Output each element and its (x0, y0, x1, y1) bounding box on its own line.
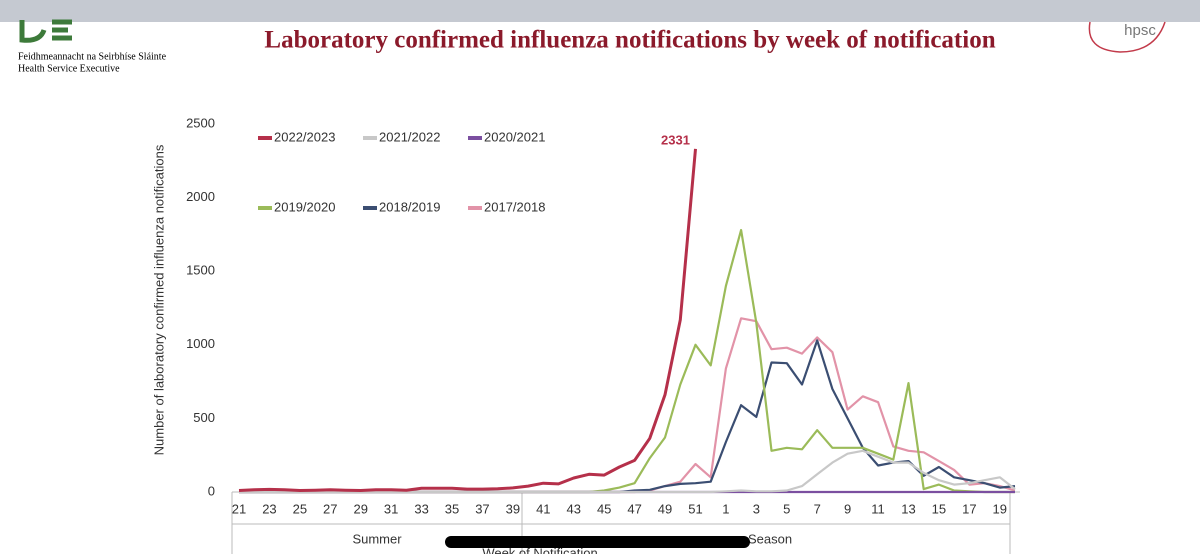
y-tick-label: 2500 (186, 115, 215, 130)
x-tick-label: 29 (353, 501, 367, 516)
x-tick-label: 35 (445, 501, 459, 516)
x-tick-label: 5 (783, 501, 790, 516)
x-tick-label: 47 (627, 501, 641, 516)
x-tick-label: 49 (658, 501, 672, 516)
x-tick-label: 31 (384, 501, 398, 516)
x-tick-label: 51 (688, 501, 702, 516)
legend-label: 2019/2020 (274, 199, 335, 214)
hpsc-text: hpsc (1124, 22, 1156, 39)
series-line (239, 317, 1016, 494)
x-tick-label: 43 (567, 501, 581, 516)
x-group-label: Season (748, 531, 792, 546)
series-line (239, 449, 1016, 494)
org-line: Feidhmeannacht na Seirbhíse Sláinte (18, 51, 167, 62)
series-line (239, 228, 1015, 494)
x-tick-label: 3 (753, 501, 760, 516)
y-tick-label: 1000 (186, 336, 215, 351)
chart-title: Laboratory confirmed influenza notificat… (264, 27, 995, 54)
legend-label: 2018/2019 (379, 199, 440, 214)
x-tick-label: 17 (962, 501, 976, 516)
x-tick-label: 41 (536, 501, 550, 516)
x-tick-label: 27 (323, 501, 337, 516)
x-tick-label: 1 (722, 501, 729, 516)
top-bar (0, 0, 1200, 22)
data-label: 2331 (661, 132, 690, 147)
hse-logo (19, 19, 72, 43)
y-tick-label: 2000 (186, 189, 215, 204)
y-tick-label: 0 (208, 483, 215, 498)
x-tick-label: 25 (293, 501, 307, 516)
hpsc-logo (1088, 21, 1166, 53)
redaction (445, 536, 750, 548)
x-frame (231, 492, 1011, 554)
x-tick-label: 15 (932, 501, 946, 516)
series-line (239, 339, 1016, 494)
legend-label: 2020/2021 (484, 129, 545, 144)
x-tick-label: 19 (993, 501, 1007, 516)
x-tick-label: 39 (506, 501, 520, 516)
legend-label: 2022/2023 (274, 129, 335, 144)
x-tick-label: 11 (871, 501, 885, 516)
y-tick-label: 500 (193, 410, 215, 425)
y-tick-label: 1500 (186, 263, 215, 278)
legend-label: 2017/2018 (484, 199, 545, 214)
y-axis-label: Number of laboratory confirmed influenza… (151, 144, 166, 455)
x-tick-label: 45 (597, 501, 611, 516)
x-tick-label: 7 (814, 501, 821, 516)
x-tick-label: 33 (414, 501, 428, 516)
x-tick-label: 37 (475, 501, 489, 516)
x-tick-label: 21 (232, 501, 246, 516)
x-tick-label: 13 (901, 501, 915, 516)
x-group-label: Summer (352, 531, 402, 546)
x-tick-label: 23 (262, 501, 276, 516)
series-line (238, 148, 697, 492)
legend-label: 2021/2022 (379, 129, 440, 144)
org-line: Health Service Executive (18, 63, 120, 74)
x-tick-label: 9 (844, 501, 851, 516)
